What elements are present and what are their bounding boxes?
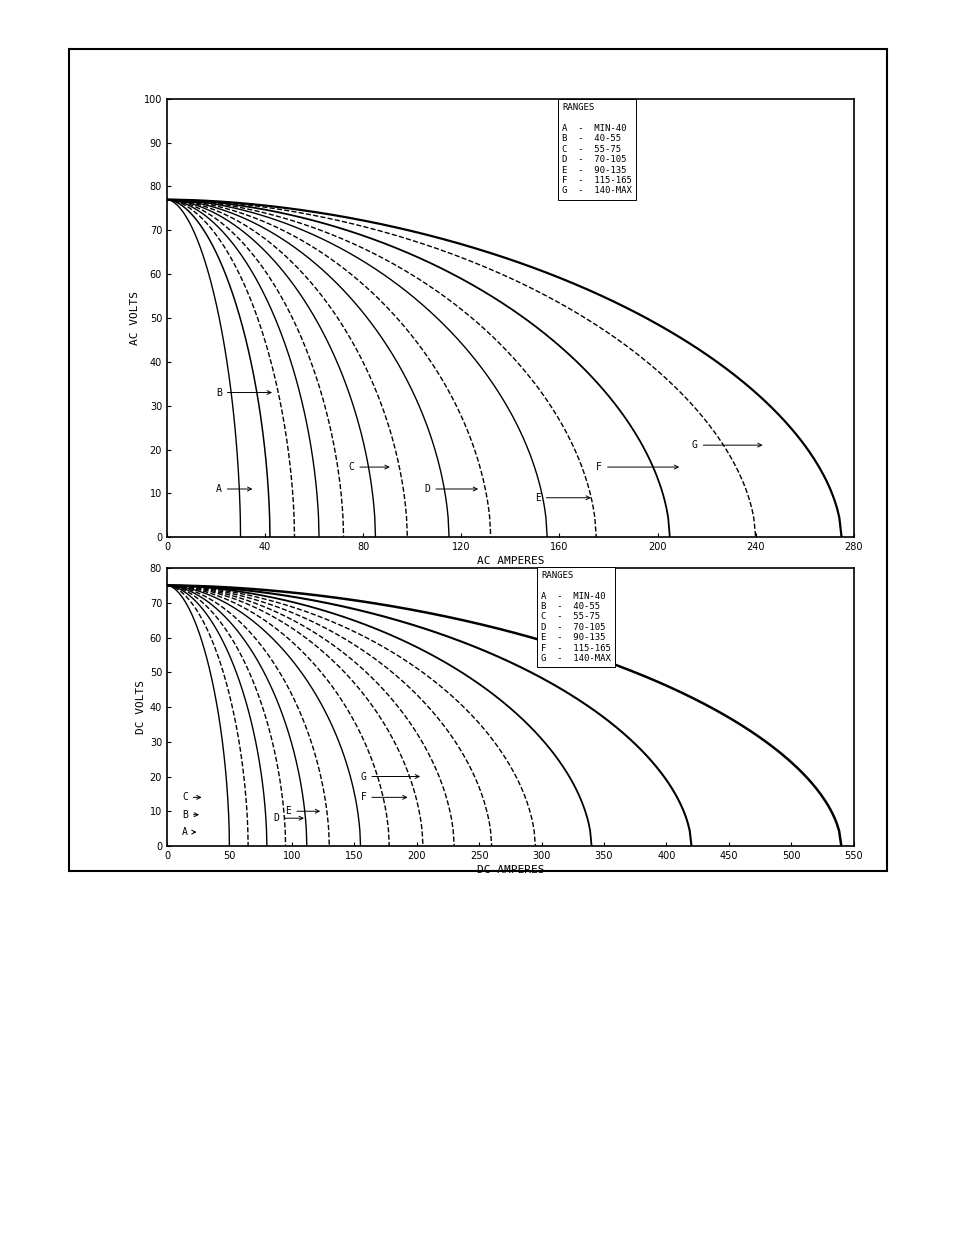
Text: RANGES

A  -  MIN-40
B  -  40-55
C  -  55-75
D  -  70-105
E  -  90-135
F  -  115: RANGES A - MIN-40 B - 40-55 C - 55-75 D … xyxy=(561,104,631,195)
Text: G: G xyxy=(360,772,418,782)
Text: E: E xyxy=(285,806,319,816)
Y-axis label: AC VOLTS: AC VOLTS xyxy=(130,291,139,345)
X-axis label: AC AMPERES: AC AMPERES xyxy=(476,556,543,567)
FancyBboxPatch shape xyxy=(69,49,886,871)
Text: B: B xyxy=(215,388,271,398)
Text: G: G xyxy=(691,440,760,450)
Text: F: F xyxy=(360,793,406,803)
Text: B: B xyxy=(182,810,198,820)
X-axis label: DC AMPERES: DC AMPERES xyxy=(476,864,543,876)
Text: D: D xyxy=(424,484,476,494)
Text: RANGES

A  -  MIN-40
B  -  40-55
C  -  55-75
D  -  70-105
E  -  90-135
F  -  115: RANGES A - MIN-40 B - 40-55 C - 55-75 D … xyxy=(540,571,611,663)
Text: C: C xyxy=(182,793,200,803)
Text: D: D xyxy=(273,813,303,824)
Text: A: A xyxy=(215,484,252,494)
Text: C: C xyxy=(348,462,389,472)
Text: E: E xyxy=(535,493,589,503)
Text: F: F xyxy=(596,462,678,472)
Text: A: A xyxy=(182,827,195,837)
Y-axis label: DC VOLTS: DC VOLTS xyxy=(135,680,146,734)
